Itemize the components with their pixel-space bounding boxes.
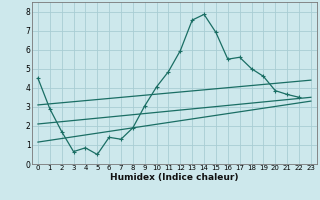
X-axis label: Humidex (Indice chaleur): Humidex (Indice chaleur) (110, 173, 239, 182)
